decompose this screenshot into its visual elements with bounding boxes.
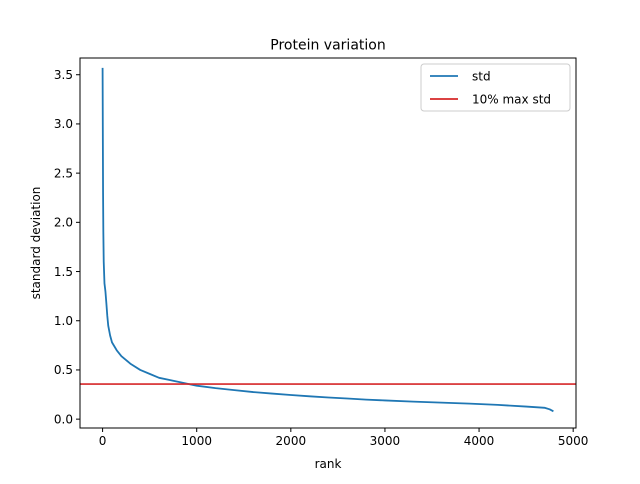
legend: std 10% max std	[420, 63, 571, 112]
legend-box	[420, 63, 571, 112]
x-tick-label: 0	[99, 434, 107, 448]
y-tick-label: 1.0	[54, 314, 73, 328]
y-tick-label: 2.5	[54, 166, 73, 180]
chart-title: Protein variation	[270, 38, 385, 54]
y-tick-label: 0.5	[54, 363, 73, 377]
axes-frame	[79, 57, 577, 429]
x-tick-label: 1000	[181, 434, 212, 448]
series-line-std	[101, 67, 554, 413]
x-tick-label: 2000	[276, 434, 307, 448]
x-axis-label: rank	[315, 457, 342, 471]
y-tick-label: 1.5	[54, 265, 73, 279]
x-axis: 0 1000 2000 3000 4000 5000	[99, 428, 589, 448]
legend-label-10pct-max-std: 10% max std	[472, 93, 551, 107]
legend-label-std: std	[472, 70, 491, 84]
x-tick-label: 5000	[558, 434, 589, 448]
y-tick-label: 3.5	[54, 68, 73, 82]
y-tick-label: 2.0	[54, 216, 73, 230]
plot-area	[80, 67, 576, 413]
y-axis: 0.0 0.5 1.0 1.5 2.0 2.5 3.0 3.5	[54, 68, 80, 426]
y-axis-label: standard deviation	[29, 187, 43, 300]
y-tick-label: 3.0	[54, 117, 73, 131]
x-tick-label: 4000	[464, 434, 495, 448]
y-tick-label: 0.0	[54, 412, 73, 426]
x-tick-label: 3000	[370, 434, 401, 448]
